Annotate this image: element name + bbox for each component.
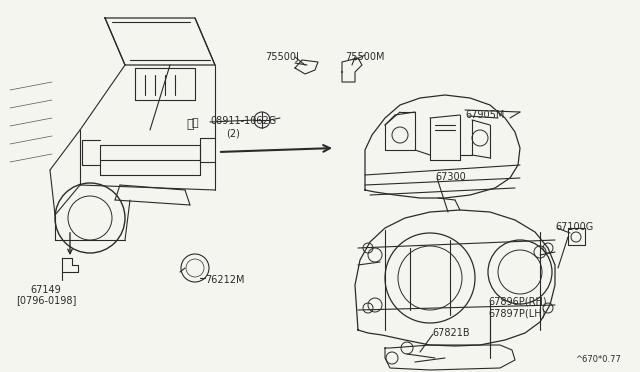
Text: 67821B: 67821B [432,328,470,338]
Text: Ⓝ: Ⓝ [186,118,194,131]
Text: 75500M: 75500M [345,52,385,62]
Text: 75500J: 75500J [265,52,299,62]
Text: 67149: 67149 [31,285,61,295]
Text: 67100G: 67100G [555,222,593,232]
Text: Ⓝ: Ⓝ [192,118,198,128]
Text: 67300: 67300 [435,172,466,182]
Text: 67897P(LH): 67897P(LH) [488,308,545,318]
Text: (2): (2) [226,128,240,138]
Text: [0796-0198]: [0796-0198] [16,295,76,305]
Text: 67896P(RH): 67896P(RH) [488,296,547,306]
Text: 76212M: 76212M [205,275,244,285]
Text: 08911-1062G: 08911-1062G [210,116,276,126]
Text: ^670*0.77: ^670*0.77 [575,355,621,364]
Text: 67905M: 67905M [465,110,504,120]
